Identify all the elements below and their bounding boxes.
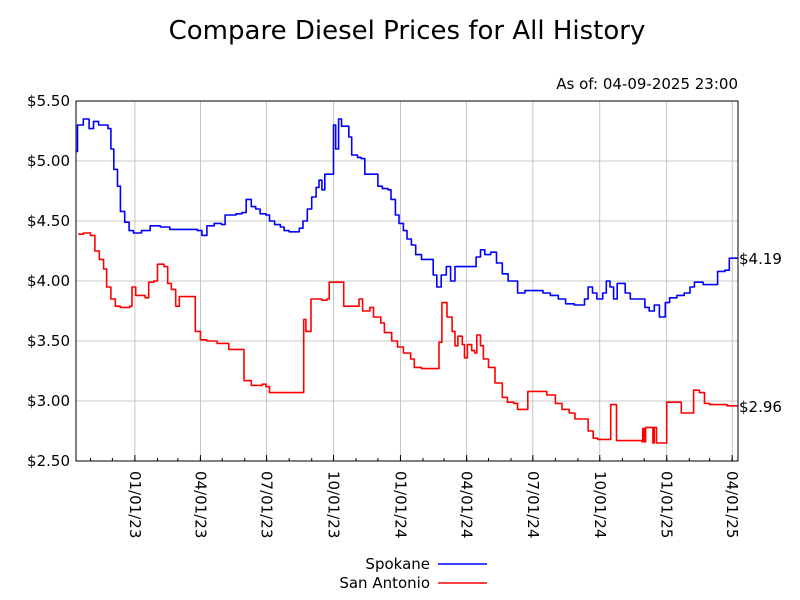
- x-tick-label: 01/01/23: [126, 471, 144, 538]
- x-tick-label: 10/01/24: [591, 471, 609, 538]
- series-line: [78, 232, 738, 444]
- y-tick-label: $4.00: [27, 272, 70, 290]
- plot-frame: [75, 100, 739, 462]
- x-axis: 01/01/23 04/01/23 07/01/23 10/01/23 01/01/24…: [90, 455, 741, 538]
- y-tick-label: $3.00: [27, 392, 70, 410]
- y-tick-label: $5.50: [27, 92, 70, 110]
- x-tick-label: 04/01/23: [191, 471, 209, 538]
- series-line: [76, 118, 738, 318]
- y-tick-label: $5.00: [27, 152, 70, 170]
- chart-title: Compare Diesel Prices for All History: [169, 16, 646, 46]
- x-tick-label: 10/01/23: [325, 471, 343, 538]
- end-labels: $4.19 $2.96: [739, 250, 782, 416]
- legend-label: Spokane: [365, 555, 430, 573]
- as-of-timestamp: As of: 04-09-2025 23:00: [556, 75, 738, 93]
- series-lines: [76, 118, 738, 444]
- x-tick-label: 04/01/24: [458, 471, 476, 538]
- y-tick-label: $3.50: [27, 332, 70, 350]
- series-end-label: $2.96: [739, 398, 782, 416]
- y-axis: $2.50 $3.00 $3.50 $4.00 $4.50 $5.00 $5.50: [27, 92, 70, 470]
- series-end-label: $4.19: [739, 250, 782, 268]
- y-tick-label: $4.50: [27, 212, 70, 230]
- legend-label: San Antonio: [339, 574, 430, 592]
- y-tick-label: $2.50: [27, 452, 70, 470]
- x-tick-label: 04/01/25: [723, 471, 741, 538]
- grid-lines: [76, 100, 738, 462]
- x-tick-label: 07/01/24: [524, 471, 542, 538]
- x-tick-label: 01/01/24: [391, 471, 409, 538]
- x-tick-label: 01/01/25: [658, 471, 676, 538]
- x-tick-label: 07/01/23: [258, 471, 276, 538]
